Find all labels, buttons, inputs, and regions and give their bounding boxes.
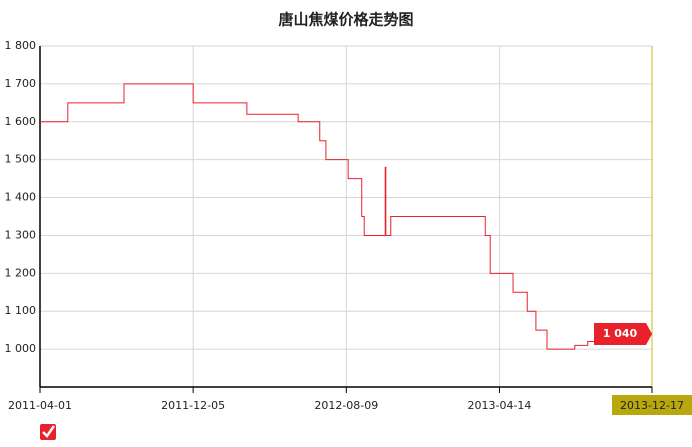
y-tick-label: 1 700 [5,77,37,90]
x-tick-highlight [612,395,692,415]
checkbox[interactable] [40,424,56,440]
y-tick-label: 1 400 [5,191,37,204]
x-tick-label: 2013-04-14 [467,399,531,412]
x-tick-label: 2012-08-09 [314,399,378,412]
y-tick-label: 1 800 [5,39,37,52]
plot-area [39,45,653,387]
value-label-box [594,322,652,345]
y-tick-label: 1 300 [5,228,37,241]
y-tick-label: 1 100 [5,304,37,317]
x-tick-label: 2011-04-01 [8,399,72,412]
x-tick-label: 2013-12-17 [620,399,684,412]
y-tick-label: 1 600 [5,115,37,128]
value-label: 1 040 [603,327,638,340]
price-line [40,83,652,350]
y-tick-label: 1 000 [5,342,37,355]
x-tick-label: 2011-12-05 [161,399,225,412]
checkbox-tick [42,425,56,438]
y-tick-label: 1 500 [5,153,37,166]
y-tick-label: 1 200 [5,266,37,279]
chart-title: 唐山焦煤价格走势图 [278,11,413,29]
